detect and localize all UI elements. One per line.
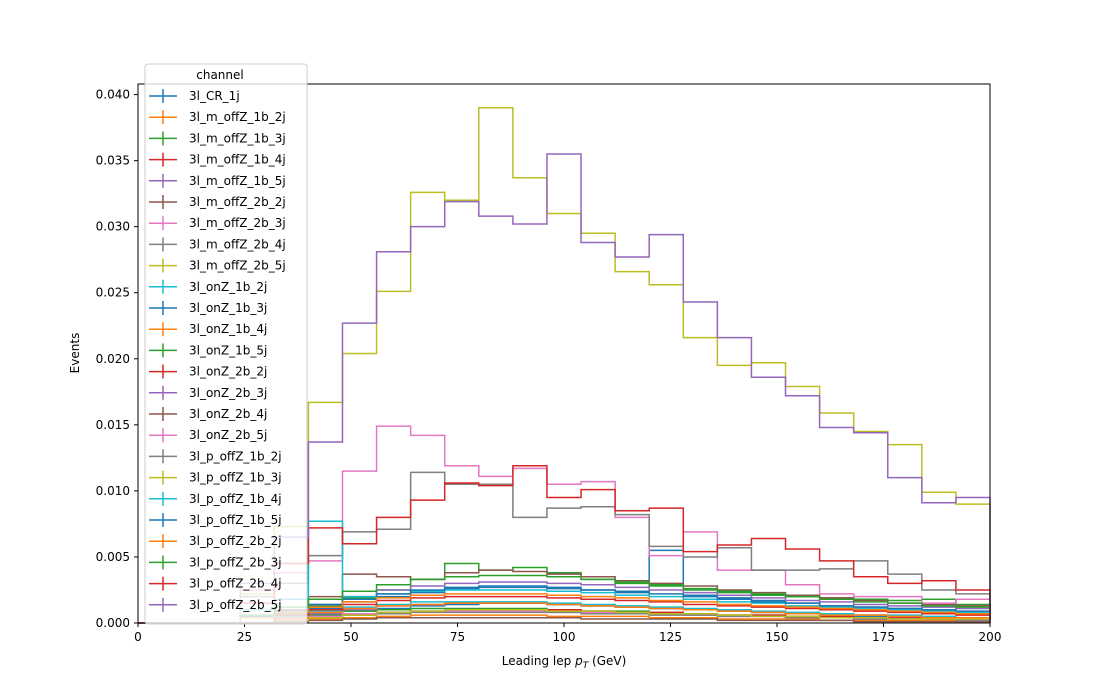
x-tick-label: 25 [237, 630, 252, 644]
x-tick-label: 150 [766, 630, 789, 644]
legend-entry: 3l_CR_1j [149, 89, 240, 103]
legend-label: 3l_m_offZ_2b_5j [189, 259, 286, 273]
legend-label: 3l_onZ_2b_5j [189, 428, 267, 442]
y-axis-label: Events [68, 333, 82, 374]
y-tick-label: 0.025 [96, 286, 130, 300]
y-tick-label: 0.010 [96, 484, 130, 498]
legend-label: 3l_m_offZ_1b_3j [189, 131, 286, 145]
x-tick-label: 50 [343, 630, 358, 644]
legend-label: 3l_CR_1j [189, 89, 240, 103]
legend-label: 3l_m_offZ_2b_2j [189, 195, 286, 209]
legend-label: 3l_m_offZ_1b_4j [189, 153, 286, 167]
legend-label: 3l_m_offZ_1b_5j [189, 174, 286, 188]
legend-title: channel [196, 68, 243, 82]
x-tick-label: 100 [553, 630, 576, 644]
legend-label: 3l_p_offZ_1b_3j [189, 471, 282, 485]
legend-label: 3l_p_offZ_2b_5j [189, 598, 282, 612]
legend-label: 3l_p_offZ_2b_4j [189, 577, 282, 591]
y-tick-label: 0.030 [96, 220, 130, 234]
x-tick-label: 200 [979, 630, 1002, 644]
x-tick-label: 75 [450, 630, 465, 644]
x-tick-label: 175 [872, 630, 895, 644]
x-tick-label: 0 [134, 630, 142, 644]
legend-label: 3l_onZ_2b_4j [189, 407, 267, 421]
legend-label: 3l_onZ_2b_3j [189, 386, 267, 400]
y-tick-label: 0.035 [96, 154, 130, 168]
legend-label: 3l_p_offZ_1b_5j [189, 513, 282, 527]
legend-label: 3l_m_offZ_2b_3j [189, 216, 286, 230]
legend: channel 3l_CR_1j 3l_m_offZ_1b_2j 3l_m_offZ_… [145, 64, 307, 624]
x-axis-label-suffix: (GeV) [588, 654, 626, 668]
legend-label: 3l_p_offZ_2b_3j [189, 555, 282, 569]
x-axis: 0 25 50 75 100 125 150 175 200 [134, 623, 1001, 644]
legend-label: 3l_p_offZ_2b_2j [189, 534, 282, 548]
y-tick-label: 0.020 [96, 352, 130, 366]
y-axis: 0.000 0.005 0.010 0.015 0.020 0.025 0.030 0.035… [96, 88, 138, 630]
y-tick-label: 0.005 [96, 550, 130, 564]
legend-label: 3l_m_offZ_2b_4j [189, 237, 286, 251]
y-tick-label: 0.000 [96, 616, 130, 630]
y-tick-label: 0.015 [96, 418, 130, 432]
y-tick-label: 0.040 [96, 88, 130, 102]
legend-label: 3l_p_offZ_1b_4j [189, 492, 282, 506]
legend-label: 3l_onZ_1b_5j [189, 343, 267, 357]
x-tick-label: 125 [659, 630, 682, 644]
legend-label: 3l_onZ_1b_3j [189, 301, 267, 315]
x-axis-label: Leading lep pT (GeV) [502, 654, 627, 671]
legend-label: 3l_onZ_1b_2j [189, 280, 267, 294]
x-axis-label-prefix: Leading lep [502, 654, 575, 668]
legend-label: 3l_m_offZ_1b_2j [189, 110, 286, 124]
legend-label: 3l_p_offZ_1b_2j [189, 449, 282, 463]
legend-label: 3l_onZ_2b_2j [189, 365, 267, 379]
legend-label: 3l_onZ_1b_4j [189, 322, 267, 336]
